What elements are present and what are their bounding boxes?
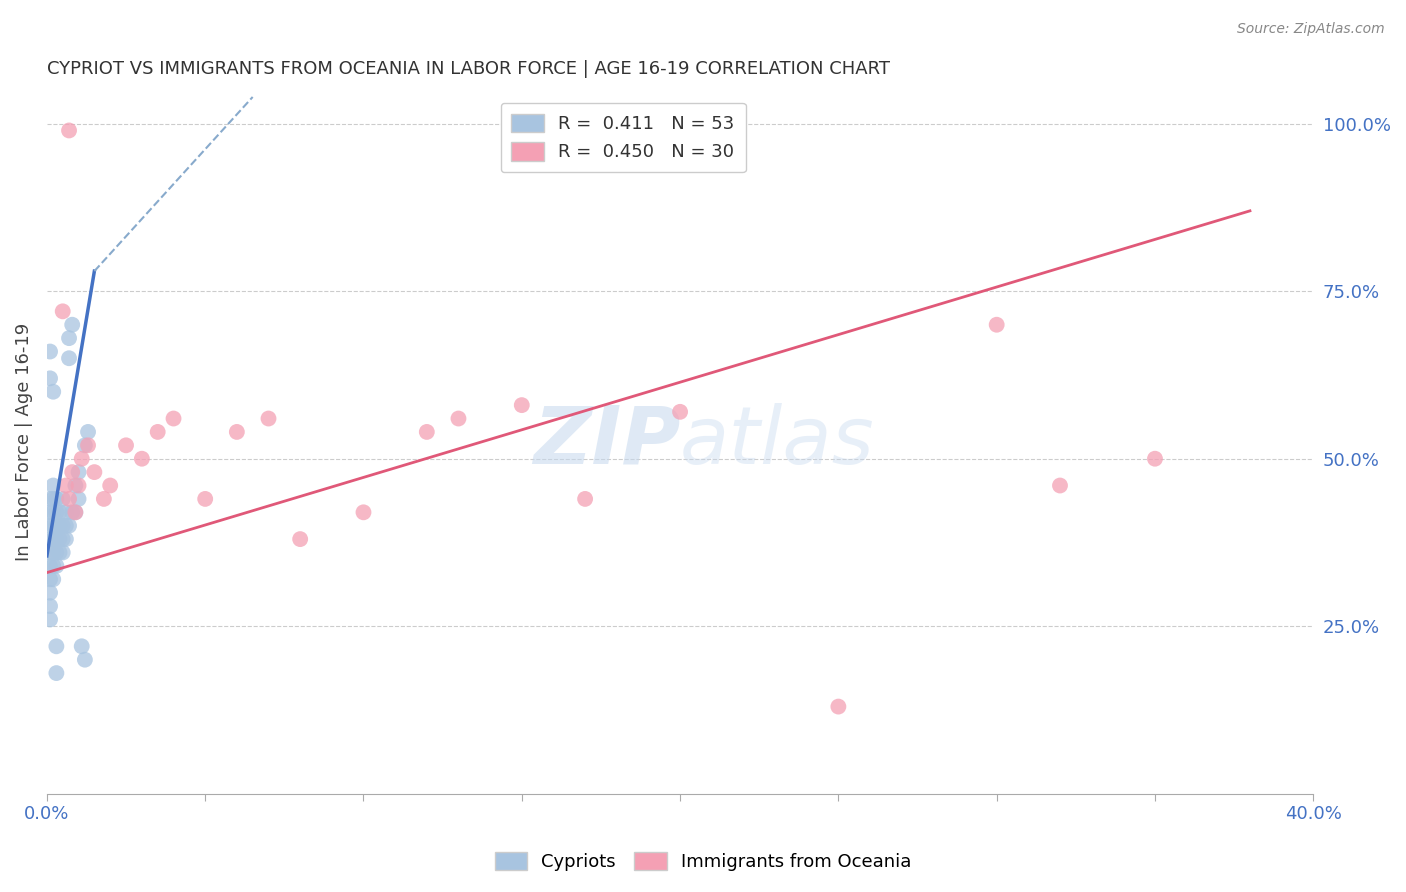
Point <box>574 491 596 506</box>
Point <box>58 518 80 533</box>
Point <box>58 491 80 506</box>
Point <box>70 451 93 466</box>
Point <box>115 438 138 452</box>
Point <box>45 640 67 654</box>
Point <box>986 318 1008 332</box>
Point <box>194 491 217 506</box>
Point <box>67 491 90 506</box>
Point <box>42 384 65 399</box>
Point <box>510 398 533 412</box>
Point <box>39 371 62 385</box>
Text: atlas: atlas <box>681 403 875 481</box>
Point <box>39 518 62 533</box>
Point <box>45 666 67 681</box>
Point <box>58 351 80 366</box>
Point <box>65 505 87 519</box>
Point <box>98 478 121 492</box>
Point <box>60 465 83 479</box>
Point <box>52 532 75 546</box>
Point <box>39 491 62 506</box>
Point <box>45 505 67 519</box>
Point <box>257 411 280 425</box>
Point <box>52 518 75 533</box>
Point <box>55 518 77 533</box>
Point <box>45 545 67 559</box>
Point <box>52 545 75 559</box>
Point <box>353 505 375 519</box>
Point <box>65 505 87 519</box>
Point <box>65 478 87 492</box>
Point <box>39 572 62 586</box>
Point <box>52 304 75 318</box>
Point <box>39 532 62 546</box>
Point <box>827 699 849 714</box>
Point <box>48 532 70 546</box>
Point <box>58 123 80 137</box>
Point <box>48 518 70 533</box>
Point <box>52 491 75 506</box>
Point <box>77 425 100 439</box>
Point <box>1143 451 1166 466</box>
Point <box>48 505 70 519</box>
Point <box>39 599 62 613</box>
Point <box>42 491 65 506</box>
Point <box>55 505 77 519</box>
Point <box>77 438 100 452</box>
Point <box>225 425 247 439</box>
Point <box>55 478 77 492</box>
Text: CYPRIOT VS IMMIGRANTS FROM OCEANIA IN LABOR FORCE | AGE 16-19 CORRELATION CHART: CYPRIOT VS IMMIGRANTS FROM OCEANIA IN LA… <box>46 60 890 78</box>
Point <box>42 478 65 492</box>
Point <box>162 411 184 425</box>
Text: Source: ZipAtlas.com: Source: ZipAtlas.com <box>1237 22 1385 37</box>
Point <box>39 558 62 573</box>
Point <box>60 318 83 332</box>
Point <box>70 640 93 654</box>
Point <box>1049 478 1071 492</box>
Point <box>83 465 105 479</box>
Point <box>45 558 67 573</box>
Point <box>67 478 90 492</box>
Point <box>73 653 96 667</box>
Point <box>39 613 62 627</box>
Point <box>45 491 67 506</box>
Point <box>42 532 65 546</box>
Point <box>42 572 65 586</box>
Point <box>39 505 62 519</box>
Text: ZIP: ZIP <box>533 403 681 481</box>
Point <box>447 411 470 425</box>
Point <box>42 545 65 559</box>
Point <box>39 585 62 599</box>
Point <box>416 425 439 439</box>
Point <box>131 451 153 466</box>
Point <box>93 491 115 506</box>
Point <box>73 438 96 452</box>
Point <box>669 405 692 419</box>
Point <box>67 465 90 479</box>
Point <box>42 518 65 533</box>
Point <box>58 331 80 345</box>
Point <box>45 532 67 546</box>
Point <box>42 505 65 519</box>
Point <box>55 532 77 546</box>
Point <box>288 532 311 546</box>
Point <box>146 425 169 439</box>
Point <box>48 545 70 559</box>
Point <box>42 558 65 573</box>
Legend: Cypriots, Immigrants from Oceania: Cypriots, Immigrants from Oceania <box>488 845 918 879</box>
Y-axis label: In Labor Force | Age 16-19: In Labor Force | Age 16-19 <box>15 323 32 561</box>
Point <box>45 518 67 533</box>
Legend: R =  0.411   N = 53, R =  0.450   N = 30: R = 0.411 N = 53, R = 0.450 N = 30 <box>501 103 745 172</box>
Point <box>60 505 83 519</box>
Point <box>39 344 62 359</box>
Point <box>39 545 62 559</box>
